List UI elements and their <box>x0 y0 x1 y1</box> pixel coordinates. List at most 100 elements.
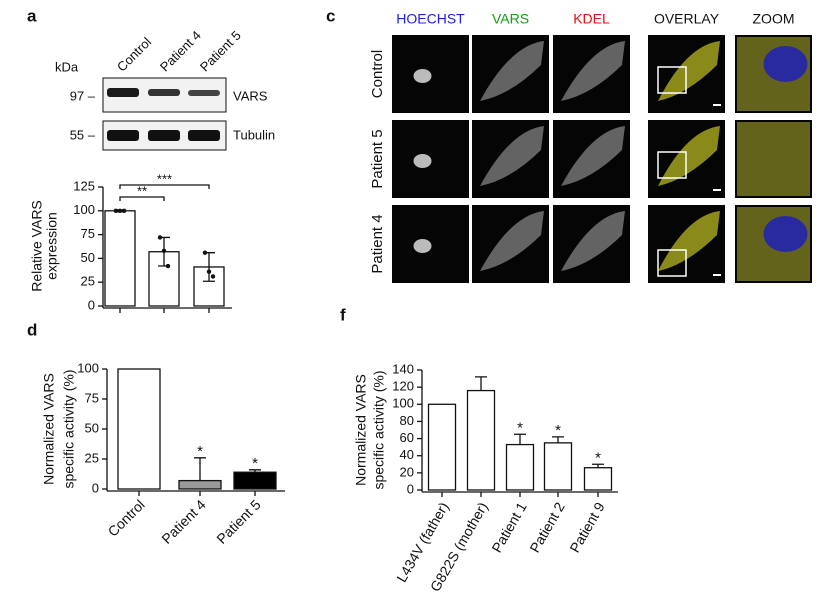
y-tick-label: 40 <box>400 447 414 462</box>
cell <box>561 211 625 271</box>
band-marker: 55 – <box>70 127 96 142</box>
data-point <box>165 263 171 269</box>
nucleus <box>413 154 432 168</box>
column-header: OVERLAY <box>654 11 720 27</box>
y-tick-label: 0 <box>407 481 414 496</box>
cell <box>658 41 720 101</box>
cell <box>658 211 720 271</box>
y-tick-label: 25 <box>81 274 95 289</box>
y-tick-label: 140 <box>392 361 414 376</box>
y-tick-label: 80 <box>400 413 414 428</box>
nucleus <box>763 46 808 82</box>
data-point <box>157 235 163 240</box>
row-label: Patient 5 <box>369 129 386 188</box>
data-point <box>206 269 212 274</box>
cell <box>480 211 544 271</box>
bar <box>233 471 277 490</box>
y-tick-label: 25 <box>85 450 99 465</box>
nucleus <box>763 216 808 252</box>
y-tick-label: 75 <box>85 390 99 405</box>
y-axis-label: Normalized VARS <box>353 374 369 486</box>
lane-label: Control <box>114 34 154 74</box>
x-tick-label: Patient 9 <box>566 499 608 555</box>
zoom-box <box>657 151 687 179</box>
band-marker: 97 – <box>70 88 96 103</box>
blot-unit: kDa <box>55 59 79 74</box>
data-point <box>113 208 119 213</box>
y-axis-label: specific activity (%) <box>371 370 387 489</box>
row-label: Control <box>369 50 386 98</box>
data-point <box>121 208 127 213</box>
significance: * <box>555 422 561 439</box>
y-tick-label: 60 <box>400 430 414 445</box>
blot-band <box>188 130 220 141</box>
data-point <box>117 208 123 213</box>
blot-band <box>107 88 139 97</box>
data-point <box>210 274 216 279</box>
bar <box>104 210 136 307</box>
data-point <box>161 248 167 253</box>
error-bar <box>203 252 215 282</box>
error-bar <box>158 236 170 267</box>
bar <box>505 443 535 491</box>
y-axis-label: Normalized VARS <box>41 373 57 485</box>
blot-band <box>148 89 180 96</box>
significance: ** <box>137 183 147 198</box>
row-label: Patient 4 <box>369 214 386 273</box>
y-tick-label: 50 <box>85 420 99 435</box>
x-tick-label: Patient 5 <box>213 496 264 547</box>
lane-label: Patient 5 <box>197 28 244 75</box>
x-tick-label: Control <box>105 496 148 539</box>
y-tick-label: 50 <box>81 250 95 265</box>
zoom-box <box>657 249 687 277</box>
x-tick-label: Patient 1 <box>488 499 530 555</box>
error-bar <box>552 436 564 443</box>
y-tick-label: 0 <box>88 297 95 312</box>
y-tick-label: 100 <box>77 360 99 375</box>
error-bar <box>475 376 487 391</box>
significance-bracket <box>119 196 165 201</box>
y-tick-label: 75 <box>81 226 95 241</box>
blot-band <box>148 130 180 141</box>
panel-label: a <box>27 6 37 25</box>
significance-bracket <box>119 184 210 189</box>
cell <box>658 126 720 186</box>
x-tick-label: Patient 2 <box>526 499 568 555</box>
x-tick-label: Patient 4 <box>158 496 209 547</box>
cell <box>480 41 544 101</box>
significance: * <box>595 449 601 466</box>
y-tick-label: 125 <box>73 178 95 193</box>
y-tick-label: 100 <box>392 396 414 411</box>
panel-label: d <box>27 320 37 339</box>
panel-label: c <box>326 6 335 25</box>
significance: *** <box>157 171 172 186</box>
blot-band <box>107 130 139 141</box>
error-bar <box>592 463 604 468</box>
y-tick-label: 20 <box>400 464 414 479</box>
data-point <box>202 250 208 255</box>
y-tick-label: 120 <box>392 379 414 394</box>
band-label: Tubulin <box>233 127 275 142</box>
significance: * <box>252 455 258 472</box>
panel-label: f <box>340 305 346 324</box>
significance: * <box>197 443 203 460</box>
y-axis-label: expression <box>44 212 60 280</box>
nucleus <box>413 239 432 253</box>
y-tick-label: 100 <box>73 202 95 217</box>
bar <box>427 403 457 491</box>
zoom-box <box>657 66 687 94</box>
column-header: HOECHST <box>396 11 465 27</box>
bar <box>583 467 613 491</box>
cell <box>480 126 544 186</box>
y-tick-label: 0 <box>92 480 99 495</box>
blot-band <box>188 90 220 96</box>
bar <box>466 389 496 491</box>
error-bar <box>249 469 261 473</box>
bar <box>178 479 222 490</box>
bar <box>543 442 573 491</box>
zoom-texture <box>737 122 810 196</box>
column-header: VARS <box>492 11 529 27</box>
cell <box>561 41 625 101</box>
y-axis-label: Relative VARS <box>29 200 45 292</box>
